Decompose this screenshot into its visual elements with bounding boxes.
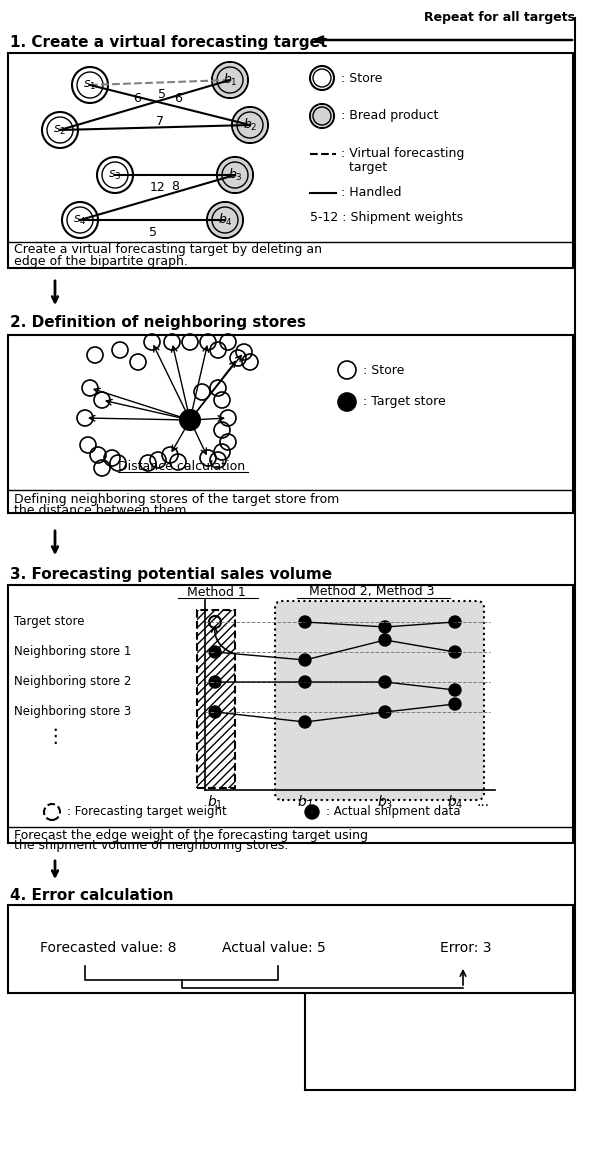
Circle shape (449, 698, 461, 710)
Text: $b_1$: $b_1$ (223, 72, 238, 88)
Text: Method 1: Method 1 (187, 585, 245, 598)
Circle shape (233, 108, 267, 143)
Text: Forecast the edge weight of the forecasting target using: Forecast the edge weight of the forecast… (14, 829, 368, 841)
Text: 2. Definition of neighboring stores: 2. Definition of neighboring stores (10, 315, 306, 330)
Text: Neighboring store 1: Neighboring store 1 (14, 646, 131, 658)
Text: Forecasted value: 8: Forecasted value: 8 (40, 941, 176, 955)
Circle shape (209, 646, 221, 658)
Text: Actual value: 5: Actual value: 5 (222, 941, 326, 955)
FancyBboxPatch shape (8, 335, 573, 513)
Text: $b_1$: $b_1$ (207, 793, 223, 810)
Text: Repeat for all targets: Repeat for all targets (424, 12, 575, 24)
Text: : Store: : Store (363, 364, 404, 377)
Text: the distance between them.: the distance between them. (14, 504, 191, 518)
Text: 7: 7 (156, 115, 164, 127)
Circle shape (209, 706, 221, 717)
Text: : Actual shipment data: : Actual shipment data (326, 806, 461, 818)
Circle shape (299, 676, 311, 688)
Text: : Virtual forecasting: : Virtual forecasting (341, 147, 464, 160)
Text: $s_1$: $s_1$ (83, 79, 97, 92)
Text: $b_2$: $b_2$ (243, 117, 257, 133)
Text: 3. Forecasting potential sales volume: 3. Forecasting potential sales volume (10, 568, 332, 583)
Text: 1. Create a virtual forecasting target: 1. Create a virtual forecasting target (10, 35, 328, 50)
Text: $b_4$: $b_4$ (447, 793, 463, 810)
Text: Neighboring store 3: Neighboring store 3 (14, 706, 131, 719)
Circle shape (218, 158, 252, 192)
Text: ⋮: ⋮ (45, 728, 65, 746)
Text: 6: 6 (174, 93, 182, 105)
Circle shape (379, 634, 391, 646)
Text: edge of the bipartite graph.: edge of the bipartite graph. (14, 255, 188, 269)
Text: Create a virtual forecasting target by deleting an: Create a virtual forecasting target by d… (14, 243, 322, 256)
Text: 5: 5 (158, 88, 166, 101)
Circle shape (180, 410, 200, 430)
Text: $b_4$: $b_4$ (218, 212, 232, 228)
Text: : Store: : Store (341, 72, 382, 85)
Text: $s_3$: $s_3$ (109, 168, 122, 182)
Text: $s_4$: $s_4$ (73, 213, 87, 226)
Text: 12: 12 (149, 181, 166, 194)
Circle shape (379, 621, 391, 633)
Circle shape (305, 806, 319, 819)
Circle shape (449, 684, 461, 697)
Text: $b_3$: $b_3$ (377, 793, 393, 810)
Text: $s_2$: $s_2$ (53, 124, 67, 137)
Text: 5-12 : Shipment weights: 5-12 : Shipment weights (310, 211, 463, 225)
Circle shape (213, 63, 247, 97)
Text: : Target store: : Target store (363, 395, 446, 408)
Text: 8: 8 (171, 181, 179, 194)
Circle shape (449, 615, 461, 628)
Text: Method 2, Method 3: Method 2, Method 3 (309, 585, 435, 598)
Text: 6: 6 (133, 93, 141, 105)
Circle shape (208, 203, 242, 236)
Text: : Handled: : Handled (341, 187, 401, 199)
Text: the shipment volume of neighboring stores.: the shipment volume of neighboring store… (14, 839, 289, 853)
Text: $b_3$: $b_3$ (227, 167, 242, 183)
FancyBboxPatch shape (8, 905, 573, 993)
FancyBboxPatch shape (275, 602, 484, 800)
Circle shape (299, 654, 311, 666)
Text: : Forecasting target weight: : Forecasting target weight (67, 806, 227, 818)
FancyBboxPatch shape (8, 585, 573, 843)
Circle shape (449, 646, 461, 658)
FancyBboxPatch shape (8, 53, 573, 268)
Text: Distance calculation: Distance calculation (118, 459, 245, 473)
Circle shape (379, 676, 391, 688)
Text: : Bread product: : Bread product (341, 109, 439, 123)
Text: ...: ... (476, 795, 490, 809)
Text: 4. Error calculation: 4. Error calculation (10, 889, 173, 904)
Circle shape (338, 393, 356, 411)
Circle shape (379, 706, 391, 717)
Circle shape (299, 615, 311, 628)
Circle shape (299, 716, 311, 728)
Text: Error: 3: Error: 3 (440, 941, 491, 955)
Text: Defining neighboring stores of the target store from: Defining neighboring stores of the targe… (14, 493, 339, 505)
Text: target: target (341, 161, 387, 175)
Circle shape (209, 676, 221, 688)
Circle shape (311, 105, 333, 127)
Text: 5: 5 (149, 226, 157, 239)
Text: Neighboring store 2: Neighboring store 2 (14, 676, 131, 688)
Text: Target store: Target store (14, 615, 85, 628)
Text: $b_2$: $b_2$ (297, 793, 313, 810)
